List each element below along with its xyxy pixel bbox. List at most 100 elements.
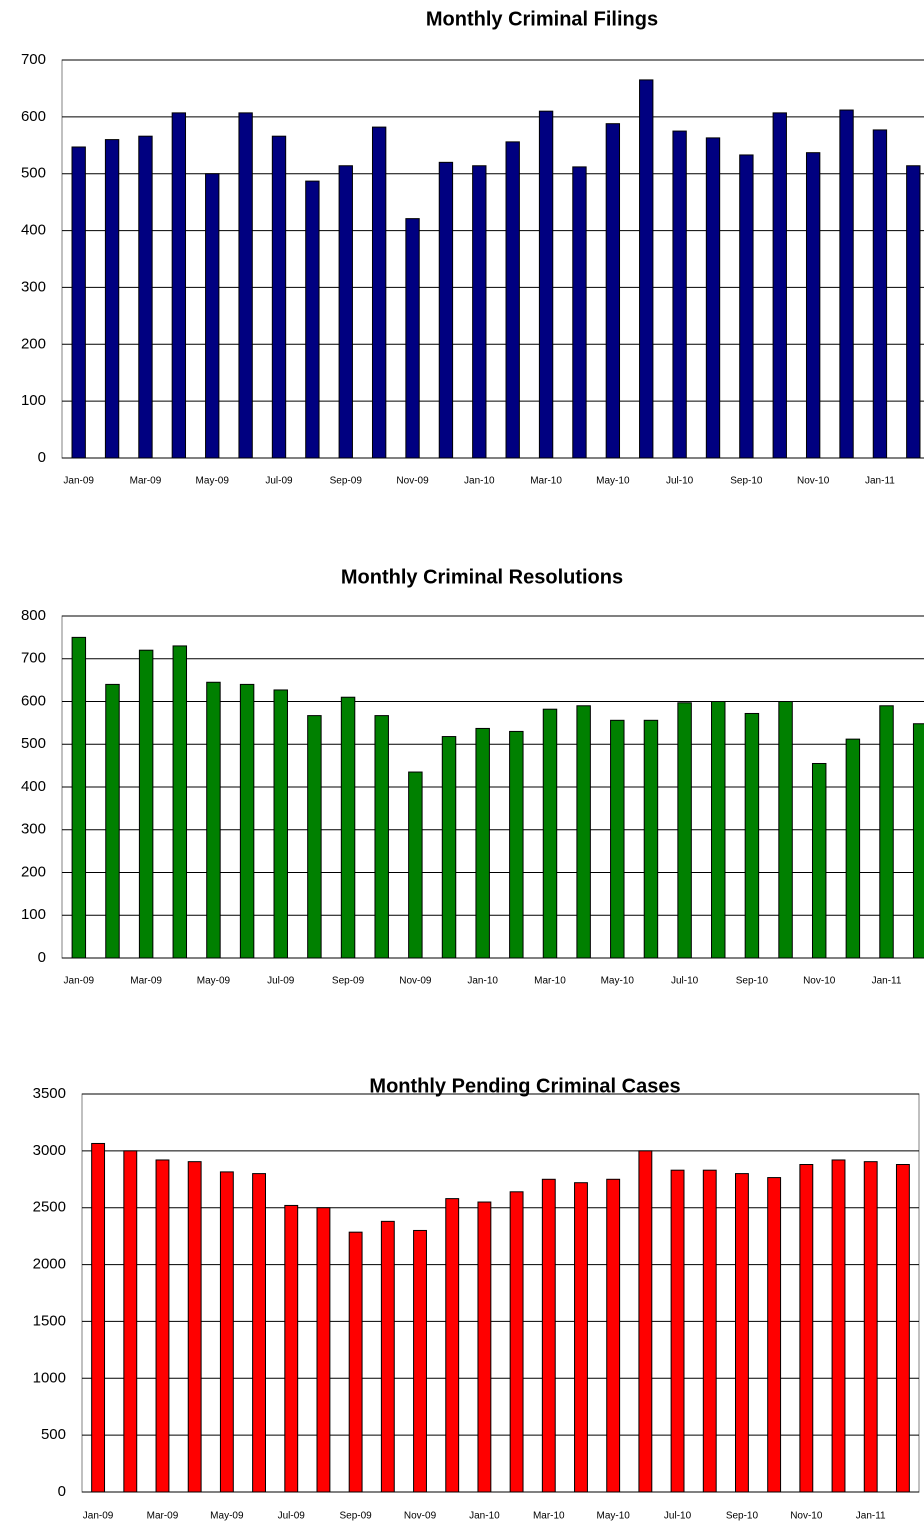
x-tick-label: May-09 [196,476,230,487]
bar [872,129,888,459]
y-tick-label: 2500 [33,1199,66,1216]
bar [219,1171,234,1493]
x-tick-label: Nov-10 [803,976,836,987]
y-tick-label: 400 [21,222,46,239]
bar [677,702,692,959]
x-tick-label: Mar-09 [147,1511,179,1522]
y-tick-label: 200 [21,863,46,880]
bar [205,173,220,459]
y-tick-label: 300 [21,821,46,838]
x-tick-label: May-10 [601,976,635,987]
bar [744,712,760,959]
y-tick-label: 0 [58,1483,66,1500]
x-tick-label: May-09 [210,1511,244,1522]
y-tick-label: 0 [38,449,46,466]
bar [91,1142,106,1493]
bar [438,161,454,459]
x-tick-label: Mar-09 [130,476,162,487]
y-tick-label: 600 [21,108,46,125]
y-tick-label: 300 [21,278,46,295]
bar [138,649,154,959]
x-tick-label: Sep-09 [340,1511,373,1522]
x-tick-label: Mar-09 [130,976,162,987]
bar [509,1191,524,1493]
y-tick-label: 500 [21,735,46,752]
y-tick-label: 400 [21,778,46,795]
bar [284,1204,299,1493]
bar [863,1161,878,1493]
bar [408,771,423,959]
bar [638,1150,653,1493]
chart-title: Monthly Pending Criminal Cases [369,1075,680,1097]
y-tick-label: 800 [21,607,46,624]
bar [238,112,253,459]
y-tick-label: 3500 [33,1085,66,1102]
bar [441,736,457,959]
bar [348,1231,363,1493]
bar [273,689,288,959]
bar [906,165,921,459]
bar [138,135,153,459]
bar [606,1178,621,1493]
bar [705,137,721,459]
bar [340,696,356,959]
y-tick-label: 200 [21,335,46,352]
bar [538,110,554,459]
y-tick-label: 700 [21,51,46,68]
x-tick-label: Jan-10 [464,476,495,487]
bar [839,109,854,459]
bar [672,130,687,459]
bar [739,154,754,459]
x-tick-label: Jan-09 [64,976,95,987]
bar [105,683,120,959]
bar [472,165,487,459]
bar [831,1159,846,1493]
bar [767,1177,782,1493]
chart-title: Monthly Criminal Resolutions [341,566,623,588]
bar [811,762,827,959]
x-tick-label: Nov-10 [790,1511,823,1522]
bar [735,1173,749,1493]
x-tick-label: Jul-10 [664,1511,692,1522]
y-tick-label: 100 [21,392,46,409]
bar [845,738,861,959]
bar [477,1201,492,1493]
x-tick-label: Nov-09 [399,976,432,987]
bar [305,180,320,459]
bar [574,1182,588,1493]
bar [239,683,255,959]
x-tick-label: Nov-09 [396,476,429,487]
bar [316,1207,331,1493]
bar [542,708,558,959]
bar [572,166,587,459]
y-tick-label: 500 [41,1426,66,1443]
x-tick-label: Mar-10 [533,1511,565,1522]
x-tick-label: Jan-09 [63,476,94,487]
x-tick-label: Jan-11 [872,976,902,987]
x-tick-label: Sep-09 [330,476,363,487]
bar [445,1198,460,1493]
x-tick-label: Jan-10 [467,976,498,987]
bar [643,719,659,959]
x-tick-label: Jul-10 [671,976,699,987]
y-tick-label: 600 [21,692,46,709]
x-tick-label: Jul-09 [278,1511,306,1522]
bar [338,165,353,459]
y-tick-label: 2000 [33,1256,66,1273]
bar [71,636,87,959]
bar [895,1164,910,1493]
bar [374,715,389,959]
x-tick-label: May-10 [596,476,630,487]
bar [605,123,621,459]
bar [252,1173,266,1493]
bar [475,727,490,959]
x-tick-label: Mar-10 [530,476,562,487]
bar [104,139,120,459]
y-tick-label: 1500 [33,1312,66,1329]
bar [172,645,188,959]
bar [405,218,420,459]
x-tick-label: Jul-09 [265,476,293,487]
bar [702,1169,717,1493]
y-tick-label: 500 [21,165,46,182]
bar [171,112,187,459]
